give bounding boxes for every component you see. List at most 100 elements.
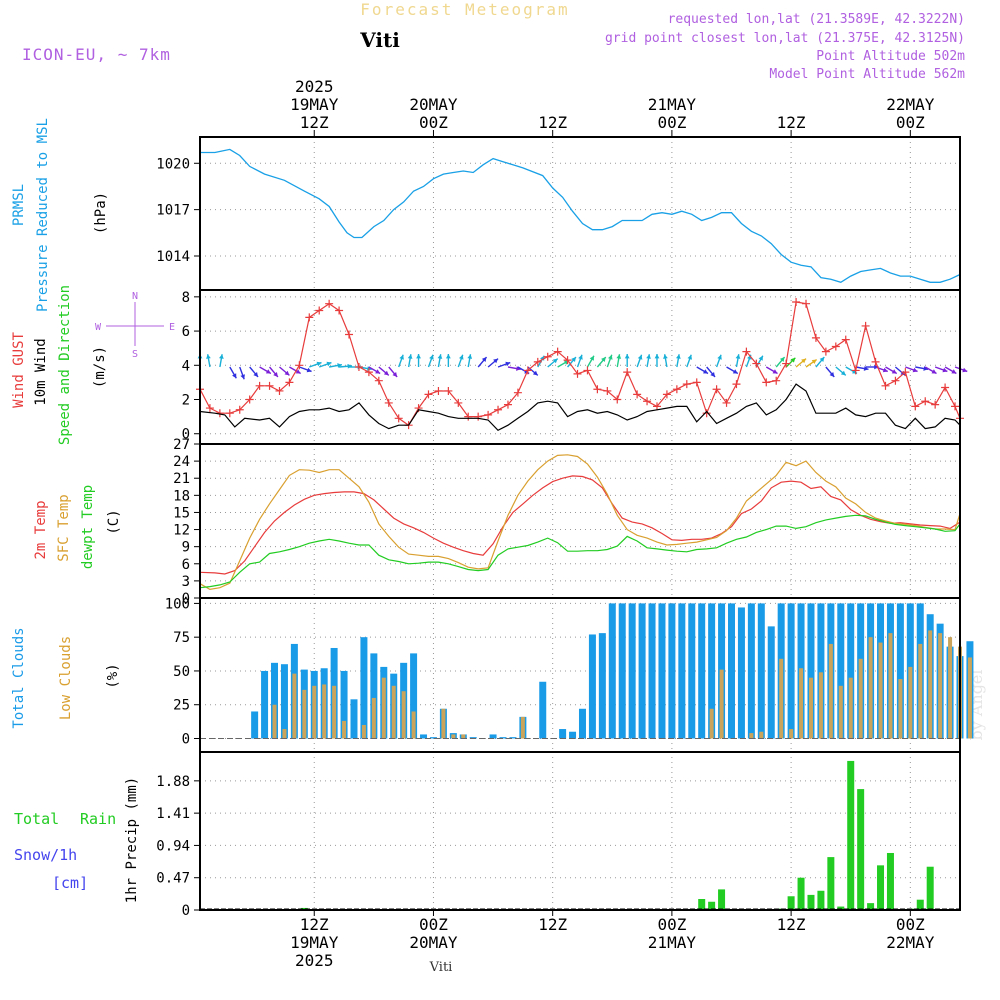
wind-arrow-head [624,354,630,359]
ytick-label: 100 [165,596,190,612]
gust-marker [295,361,304,370]
wind-arrow [654,354,660,367]
wind-arrow-head [811,359,817,365]
gust-marker [851,366,860,375]
wind-arrow [735,354,741,368]
gust-marker [454,398,463,407]
bar-total_clouds [618,603,626,739]
bar-total_clouds [807,603,815,739]
wind-arrow-head [654,354,660,359]
wind-arrow-head [505,361,511,367]
gust-marker [901,368,910,377]
wind-arrow-head [375,369,381,374]
bar-rain [698,899,706,910]
compass-rose: N S W E [95,291,175,360]
bar-low_clouds [371,697,376,739]
wind-arrow-head [675,354,681,359]
ytick-label: 0 [182,591,190,607]
wind-arrow-head [493,358,499,364]
wind-arrow-head [552,358,558,364]
bar-low_clouds [302,689,307,739]
wind-arrow-head [790,357,796,363]
ytick-label: 21 [173,471,190,487]
bar-rain [787,896,795,910]
chart-panels: 1014101710200246803691215182124270255075… [156,136,974,919]
bar-low_clouds [709,708,714,739]
ytick-label: 1020 [156,156,190,172]
cloud-unit: (%) [105,663,121,688]
low-clouds-label: Low Clouds [58,636,74,720]
ytick-label: 0 [182,427,190,443]
wind-arrow-head [819,357,825,362]
wind-arrow-head [284,370,290,376]
wind-arrow [606,354,613,368]
wind-arrow [663,354,668,368]
wind-labels: Wind GUST 10m Wind Speed and Direction (… [11,285,175,445]
top-axis-label: 12Z [300,113,329,132]
wind-arrow-head [399,354,404,360]
line-wind [199,383,961,432]
wind-arrow-head [637,354,643,360]
wind-arrow-head [801,358,807,364]
wind-arrow [487,358,499,368]
bar-total_clouds [728,603,736,739]
bar-low_clouds [779,658,784,739]
gust-marker [245,395,254,404]
wind-arrow-head [589,355,594,361]
bar-total_clouds [698,603,706,739]
bar-total_clouds [737,607,745,739]
bottom-axis-label: 12Z [777,915,806,934]
top-axis-label: 00Z [896,113,925,132]
bar-total_clouds [569,731,577,739]
bar-low_clouds [272,704,277,739]
wind-arrow-head [571,357,576,362]
bottom-axis-label: 19MAY [290,933,339,952]
bar-rain [916,899,924,910]
gust-marker [354,363,363,371]
bar-low_clouds [441,708,446,739]
ytick-label: 6 [182,324,190,340]
gust-marker [225,409,234,418]
wind-arrow [795,358,807,368]
bar-total_clouds [638,603,646,739]
ytick-label: 0.94 [156,838,190,854]
gust-marker [672,385,681,394]
wind-arrow [547,358,559,368]
wind-arrow [954,366,968,373]
bar-low_clouds [898,679,903,739]
bar-rain [718,889,726,910]
wind-arrow [269,366,279,378]
top-axis-label: 12Z [538,113,567,132]
wind-arrow-head [206,354,211,359]
wind-arrow [318,361,332,368]
bar-total_clouds [896,603,904,739]
panel-pressure: 1014 1017 1020 [156,136,961,291]
model-altitude: Model Point Altitude 562m [769,67,965,82]
wind-arrow-head [392,372,398,377]
bar-low_clouds [312,685,317,739]
bar-total_clouds [469,737,477,739]
panel-precip: 0 0.47 0.94 1.41 1.88 [156,751,961,919]
bar-total_clouds [539,681,547,739]
bar-total_clouds [499,737,507,739]
bar-low_clouds [461,734,466,739]
wind-arrow [686,354,692,368]
bar-rain [857,789,865,910]
gust-marker [325,299,334,308]
bar-total_clouds [420,734,428,739]
ytick-label: 4 [182,358,190,374]
gridpoint-coords: grid point closest lon,lat (21.375E, 42.… [605,31,965,46]
bar-total_clouds [360,637,368,739]
wind-arrow [835,366,847,376]
wind-arrow-head [253,372,259,377]
gust-marker [335,306,344,315]
gust-marker [573,369,582,378]
line-sfc [199,454,961,591]
wind-arrow [388,366,398,378]
bottom-axis-label: 21MAY [648,933,697,952]
point-altitude: Point Altitude 502m [816,49,965,64]
wind-arrow-head [306,367,312,373]
gust-marker [424,390,433,399]
wind-arrow-head [616,354,622,359]
wind-arrow [229,366,237,379]
